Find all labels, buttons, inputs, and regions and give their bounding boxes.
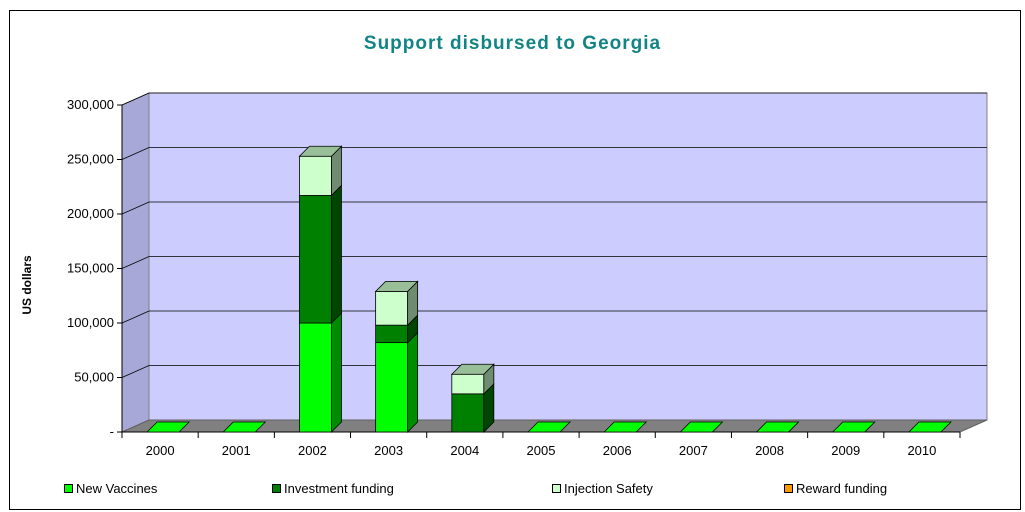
bar-segment-top <box>298 145 343 157</box>
gridline <box>121 256 987 269</box>
y-tick-label: 100,000 <box>67 315 114 330</box>
x-tick-label: 2009 <box>831 443 860 458</box>
y-tick-label: 250,000 <box>67 152 114 167</box>
gridline <box>121 92 987 106</box>
gridline <box>121 365 987 378</box>
legend-swatch <box>552 484 561 493</box>
x-tick-label: 2002 <box>298 443 327 458</box>
gridline <box>121 201 987 215</box>
bar-segment <box>375 290 409 326</box>
chart-title: Support disbursed to Georgia <box>363 33 662 54</box>
x-tick-label: 2010 <box>907 443 936 458</box>
bar-segment-top <box>374 280 419 292</box>
legend: New Vaccines Investment funding Injection … <box>64 481 1004 499</box>
bar-segment-top <box>679 421 724 433</box>
bar-segment-top <box>222 421 267 433</box>
y-tick-label: 150,000 <box>67 261 114 276</box>
y-tick-label: - <box>110 424 114 439</box>
gridline <box>121 310 987 324</box>
bar-segment <box>299 195 332 324</box>
bar-segment <box>299 155 332 196</box>
bar-segment <box>299 322 332 433</box>
legend-swatch <box>272 484 281 493</box>
bar-segment-top <box>146 421 191 433</box>
bar-segment-side <box>331 312 342 433</box>
legend-swatch <box>64 484 73 493</box>
bar-segment-side <box>331 184 342 324</box>
bar-segment-side <box>407 331 419 433</box>
bar-segment-top <box>907 421 952 433</box>
legend-item: Investment funding <box>272 481 394 496</box>
chart-frame <box>9 10 1021 510</box>
legend-swatch <box>784 484 793 493</box>
x-tick-label: 2007 <box>679 443 708 458</box>
x-tick-label: 2001 <box>222 443 251 458</box>
x-tick-label: 2000 <box>146 443 175 458</box>
legend-label: Investment funding <box>284 481 394 496</box>
x-tick-label: 2004 <box>450 443 479 458</box>
y-tick-label: 200,000 <box>67 206 114 221</box>
x-tick-label: 2006 <box>603 443 632 458</box>
bar-segment-top <box>755 421 800 433</box>
bar-segment <box>451 393 485 433</box>
x-tick-label: 2005 <box>527 443 556 458</box>
bar-segment-top <box>831 421 876 433</box>
legend-label: Injection Safety <box>564 481 653 496</box>
bar-segment <box>375 342 409 433</box>
bar-segment <box>375 324 409 344</box>
legend-label: New Vaccines <box>76 481 158 496</box>
x-tick-label: 2003 <box>374 443 403 458</box>
bar-segment-top <box>527 421 571 433</box>
gridline <box>121 147 987 160</box>
y-tick-label: 50,000 <box>74 370 114 385</box>
bar-segment-top <box>450 363 495 375</box>
bar-segment <box>451 373 485 395</box>
legend-item: New Vaccines <box>64 481 157 496</box>
legend-item: Reward funding <box>784 481 887 496</box>
bar-segment-top <box>603 421 648 433</box>
x-tick-label: 2008 <box>755 443 784 458</box>
legend-label: Reward funding <box>796 481 888 496</box>
legend-item: Injection Safety <box>552 481 653 496</box>
y-tick-label: 300,000 <box>67 97 114 112</box>
